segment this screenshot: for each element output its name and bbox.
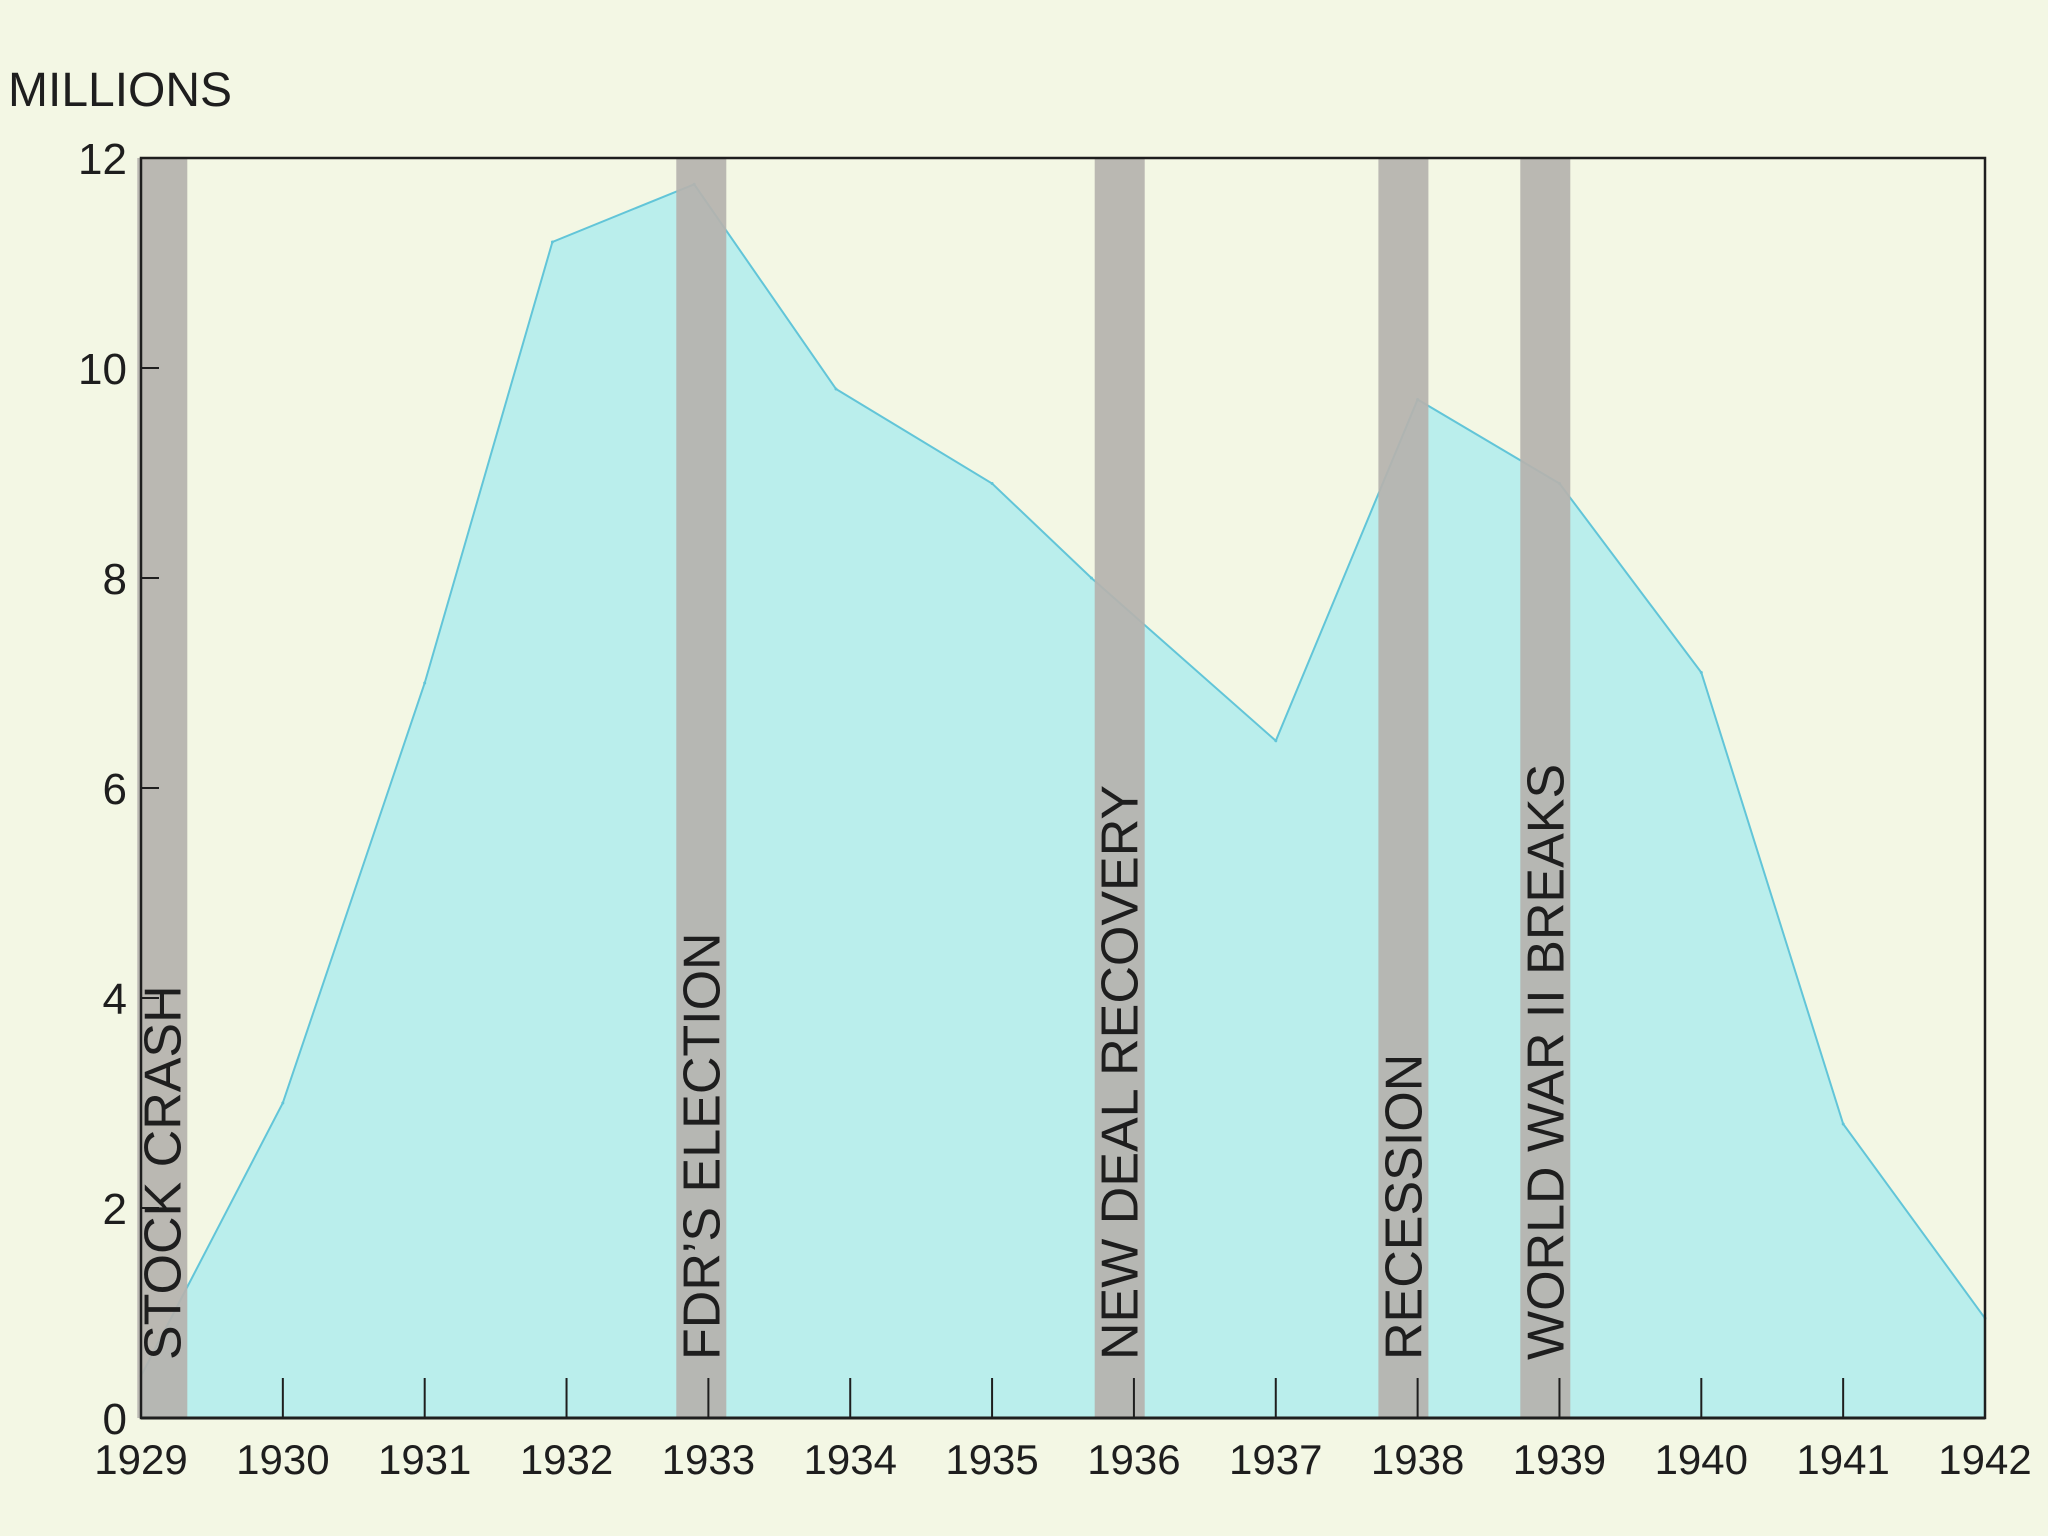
x-tick-label-13: 1942 xyxy=(1938,1436,2031,1483)
event-label-3: RECESSION xyxy=(1375,1054,1433,1360)
y-tick-label-3: 6 xyxy=(103,765,127,814)
y-axis-label: MILLIONS xyxy=(8,64,232,117)
data-point-2 xyxy=(423,681,427,685)
x-tick-label-0: 1929 xyxy=(94,1436,187,1483)
x-tick-label-7: 1936 xyxy=(1087,1436,1180,1483)
x-tick-label-11: 1940 xyxy=(1655,1436,1748,1483)
y-tick-label-2: 4 xyxy=(103,975,127,1024)
y-tick-label-4: 8 xyxy=(103,555,127,604)
series-line-0 xyxy=(140,183,1986,1377)
data-point-1 xyxy=(281,1101,285,1105)
event-band-4 xyxy=(1520,158,1571,1418)
event-band-2 xyxy=(1094,158,1145,1418)
event-label-2: NEW DEAL RECOVERY xyxy=(1092,785,1150,1360)
y-tick-label-1: 2 xyxy=(103,1185,127,1234)
event-band-1 xyxy=(676,158,727,1418)
data-point-11 xyxy=(1699,671,1703,674)
data-point-12 xyxy=(1841,1122,1845,1126)
x-tick-label-3: 1932 xyxy=(520,1436,613,1483)
data-point-6 xyxy=(990,482,994,485)
data-point-5 xyxy=(834,387,838,391)
x-tick-label-12: 1941 xyxy=(1796,1436,1889,1483)
event-label-0: STOCK CRASH xyxy=(134,985,192,1360)
axis-layer: 0 2 4 6 8 10 12 1929 1930 1931 1932 1933 1934 1935 193… xyxy=(78,135,2032,1483)
x-tick-label-1: 1930 xyxy=(236,1436,329,1483)
y-tick-label-6: 12 xyxy=(78,135,127,184)
x-tick-label-4: 1933 xyxy=(662,1436,755,1483)
x-tick-label-5: 1934 xyxy=(804,1436,897,1483)
data-point-3 xyxy=(550,240,554,244)
x-tick-label-2: 1931 xyxy=(378,1436,471,1483)
event-label-1: FDR’S ELECTION xyxy=(673,932,731,1360)
y-tick-label-5: 10 xyxy=(78,345,127,394)
x-tick-label-6: 1935 xyxy=(945,1436,1038,1483)
data-point-7 xyxy=(1089,576,1093,580)
event-label-4: WORLD WAR II BREAKS xyxy=(1517,764,1575,1360)
event-band-layer: STOCK CRASH FDR’S ELECTION NEW DEAL RECOVE… xyxy=(134,158,1575,1418)
y-tick-label-0: 0 xyxy=(103,1395,127,1444)
data-point-8 xyxy=(1274,739,1278,743)
event-band-3 xyxy=(1378,158,1429,1418)
x-tick-label-10: 1939 xyxy=(1513,1436,1606,1483)
x-tick-label-8: 1937 xyxy=(1229,1436,1322,1483)
x-tick-label-9: 1938 xyxy=(1371,1436,1464,1483)
